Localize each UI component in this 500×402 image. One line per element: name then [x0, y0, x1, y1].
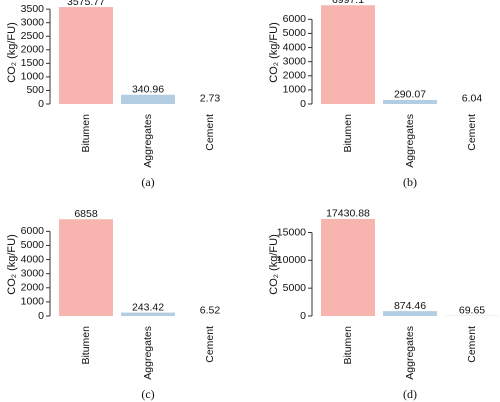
y-tick-label: 10000 [277, 254, 306, 266]
x-tick-label: Aggregates [404, 114, 416, 168]
y-tick-label: 1500 [21, 57, 45, 69]
y-axis-label: CO₂ (kg/FU) [6, 234, 18, 295]
y-tick-label: 4000 [21, 253, 45, 265]
y-tick-label: 0 [38, 98, 44, 110]
y-tick-label: 3500 [21, 3, 45, 15]
y-tick-label: 0 [300, 310, 306, 322]
x-tick-label: Aggregates [404, 326, 416, 380]
value-label: 6858 [74, 208, 98, 220]
bar [59, 219, 113, 316]
value-label: 69.65 [459, 304, 485, 316]
bar [383, 311, 437, 316]
y-axis-label: CO₂ (kg/FU) [6, 22, 18, 83]
y-tick-label: 6000 [21, 225, 45, 237]
x-tick-label: Aggregates [142, 114, 154, 168]
y-tick-label: 0 [38, 310, 44, 322]
value-label: 340.96 [132, 84, 164, 96]
y-tick-label: 1000 [21, 71, 45, 83]
y-tick-label: 5000 [283, 282, 307, 294]
y-tick-label: 3000 [283, 55, 307, 67]
x-tick-label: Aggregates [142, 326, 154, 380]
value-label: 6.52 [200, 305, 221, 317]
y-tick-label: 3000 [21, 16, 45, 28]
y-tick-label: 1000 [21, 296, 45, 308]
value-label: 2.73 [200, 93, 221, 105]
y-tick-label: 4000 [283, 41, 307, 53]
caption: (c) [141, 387, 154, 401]
y-tick-label: 2500 [21, 30, 45, 42]
y-tick-label: 5000 [283, 27, 307, 39]
y-axis-label: CO₂ (kg/FU) [268, 22, 280, 83]
y-tick-label: 2000 [21, 282, 45, 294]
y-tick-label: 2000 [21, 44, 45, 56]
y-tick-label: 0 [300, 98, 306, 110]
caption: (d) [403, 387, 417, 401]
y-tick-label: 5000 [21, 239, 45, 251]
y-tick-label: 1000 [283, 84, 307, 96]
x-tick-label: Cement [466, 114, 478, 151]
x-tick-label: Cement [204, 114, 216, 151]
bar [59, 7, 113, 105]
y-axis-label: CO₂ (kg/FU) [268, 234, 280, 295]
value-label: 290.07 [394, 89, 426, 101]
value-label: 874.46 [394, 300, 426, 312]
bar [121, 312, 175, 316]
x-tick-label: Bitumen [80, 326, 92, 365]
x-tick-label: Bitumen [342, 114, 354, 153]
y-tick-label: 3000 [21, 267, 45, 279]
x-tick-label: Cement [204, 326, 216, 363]
value-label: 6.04 [462, 93, 483, 105]
y-tick-label: 2000 [283, 70, 307, 82]
bar [121, 94, 175, 104]
y-tick-label: 15000 [277, 226, 306, 238]
bar [321, 218, 375, 316]
bar [383, 99, 437, 104]
value-label: 6997.1 [332, 0, 364, 6]
x-tick-label: Bitumen [342, 326, 354, 365]
bar [321, 5, 375, 104]
x-tick-label: Cement [466, 326, 478, 363]
caption: (b) [403, 175, 417, 189]
value-label: 3575.77 [67, 0, 105, 8]
y-tick-label: 6000 [283, 13, 307, 25]
caption: (a) [141, 175, 154, 189]
value-label: 17430.88 [326, 208, 370, 220]
value-label: 243.42 [132, 301, 164, 313]
y-tick-label: 500 [26, 84, 44, 96]
x-tick-label: Bitumen [80, 114, 92, 153]
